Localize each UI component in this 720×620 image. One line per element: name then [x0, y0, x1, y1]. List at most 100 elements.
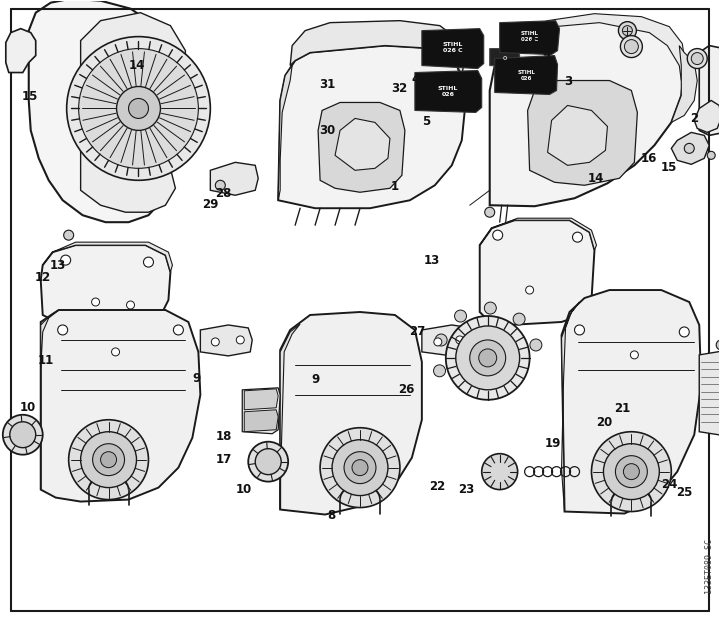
- Text: 14: 14: [129, 59, 145, 72]
- Text: STIHL
026: STIHL 026: [438, 86, 458, 97]
- Text: 9: 9: [192, 371, 200, 384]
- Circle shape: [236, 336, 244, 344]
- Polygon shape: [548, 105, 608, 166]
- Polygon shape: [562, 302, 580, 512]
- Text: 17: 17: [215, 453, 232, 466]
- Text: 18: 18: [215, 430, 232, 443]
- Circle shape: [479, 349, 497, 367]
- Polygon shape: [41, 310, 200, 502]
- Text: 14: 14: [588, 172, 604, 185]
- Polygon shape: [699, 350, 720, 436]
- Text: 3: 3: [564, 74, 572, 87]
- Circle shape: [456, 336, 464, 344]
- Text: 133ET089 SC: 133ET089 SC: [705, 539, 714, 595]
- Polygon shape: [671, 46, 697, 122]
- Circle shape: [530, 339, 542, 351]
- Circle shape: [435, 334, 447, 346]
- Polygon shape: [415, 71, 482, 112]
- Text: 24: 24: [661, 478, 677, 491]
- Text: 21: 21: [614, 402, 630, 415]
- Text: 8: 8: [327, 509, 336, 522]
- Text: 15: 15: [22, 90, 37, 103]
- Text: STIHL
026 C: STIHL 026 C: [443, 42, 463, 53]
- Circle shape: [456, 326, 520, 390]
- Circle shape: [81, 432, 137, 487]
- Circle shape: [434, 338, 442, 346]
- Polygon shape: [29, 0, 172, 222]
- Polygon shape: [422, 325, 476, 356]
- Polygon shape: [41, 310, 58, 490]
- Circle shape: [624, 464, 639, 480]
- Polygon shape: [210, 162, 258, 195]
- Circle shape: [526, 286, 534, 294]
- Polygon shape: [280, 312, 422, 515]
- Text: 13: 13: [423, 254, 440, 267]
- Circle shape: [143, 257, 153, 267]
- Text: 29: 29: [202, 198, 219, 211]
- Circle shape: [320, 428, 400, 508]
- Text: o: o: [503, 55, 507, 61]
- Text: 10: 10: [20, 401, 36, 414]
- Polygon shape: [671, 133, 709, 164]
- Circle shape: [58, 325, 68, 335]
- Circle shape: [575, 325, 585, 335]
- Polygon shape: [41, 245, 171, 325]
- Polygon shape: [278, 66, 292, 200]
- Polygon shape: [244, 389, 278, 410]
- Circle shape: [691, 53, 703, 64]
- Text: 9: 9: [311, 373, 320, 386]
- Text: 28: 28: [215, 187, 232, 200]
- Text: 20: 20: [596, 416, 613, 429]
- Polygon shape: [335, 118, 390, 170]
- Circle shape: [622, 25, 632, 35]
- Circle shape: [572, 232, 582, 242]
- Text: 12: 12: [35, 271, 50, 284]
- Polygon shape: [699, 46, 720, 135]
- Circle shape: [603, 444, 660, 500]
- Polygon shape: [244, 410, 278, 432]
- Circle shape: [63, 230, 73, 240]
- Circle shape: [513, 313, 525, 325]
- Polygon shape: [500, 14, 685, 81]
- Polygon shape: [528, 81, 637, 185]
- Circle shape: [78, 48, 199, 168]
- Polygon shape: [490, 16, 684, 206]
- Text: 26: 26: [398, 383, 415, 396]
- Polygon shape: [278, 46, 465, 208]
- Circle shape: [454, 310, 467, 322]
- Text: 2: 2: [690, 112, 698, 125]
- Polygon shape: [318, 102, 405, 192]
- Polygon shape: [81, 12, 185, 212]
- Circle shape: [112, 348, 120, 356]
- Text: 4: 4: [411, 73, 420, 86]
- Text: 13: 13: [50, 259, 66, 272]
- Circle shape: [174, 325, 184, 335]
- Circle shape: [624, 40, 639, 53]
- Polygon shape: [280, 324, 300, 510]
- Polygon shape: [480, 218, 596, 250]
- Text: 22: 22: [429, 480, 446, 493]
- Circle shape: [68, 420, 148, 500]
- Circle shape: [352, 459, 368, 476]
- Polygon shape: [490, 48, 520, 66]
- Circle shape: [485, 302, 496, 314]
- Circle shape: [332, 440, 388, 495]
- Circle shape: [688, 48, 707, 69]
- Polygon shape: [495, 56, 557, 94]
- Polygon shape: [500, 20, 559, 55]
- Circle shape: [248, 441, 288, 482]
- Circle shape: [684, 143, 694, 153]
- Circle shape: [344, 452, 376, 484]
- Circle shape: [592, 432, 671, 512]
- Polygon shape: [6, 29, 36, 73]
- Text: 1: 1: [390, 180, 399, 193]
- Circle shape: [91, 298, 99, 306]
- Text: 19: 19: [544, 436, 561, 450]
- Circle shape: [485, 207, 495, 217]
- Text: 11: 11: [37, 354, 53, 367]
- Circle shape: [60, 255, 71, 265]
- Text: 30: 30: [320, 124, 336, 137]
- Text: STIHL
026 C: STIHL 026 C: [521, 31, 539, 42]
- Text: 31: 31: [320, 78, 336, 91]
- Circle shape: [446, 316, 530, 400]
